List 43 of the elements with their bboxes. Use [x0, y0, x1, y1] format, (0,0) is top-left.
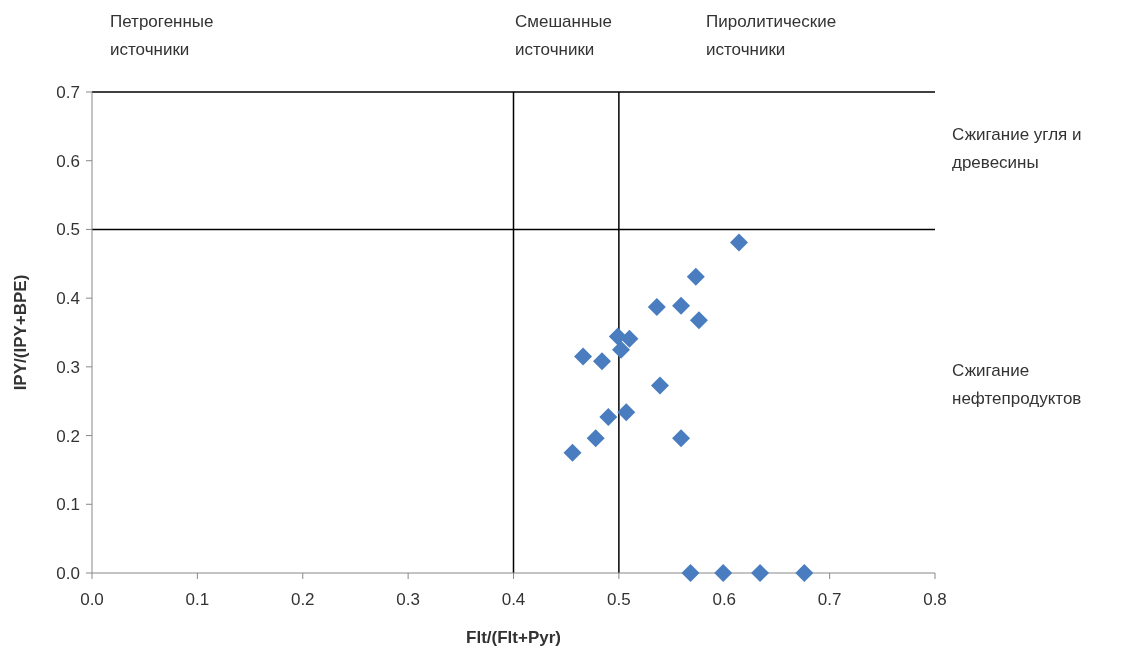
point [647, 298, 666, 317]
x-tick-label: 0.0 [80, 590, 104, 609]
y-tick-label: 0.2 [56, 426, 80, 446]
point [689, 311, 708, 330]
text: Смешанные источники [515, 12, 612, 59]
y-tick-label: 0.1 [56, 495, 80, 515]
y-tick-label: 0.5 [56, 220, 80, 240]
x-axis-title: Flt/(Flt+Pyr) [466, 628, 561, 647]
point [617, 403, 636, 422]
x-tick-label: 0.6 [712, 590, 737, 609]
text: Сжигание нефтепродуктов [952, 361, 1082, 408]
point [586, 429, 605, 448]
x-tick-label: 0.5 [607, 590, 631, 609]
y-axis-title: IPY/(IPY+BPE) [11, 274, 30, 391]
point [795, 564, 814, 582]
point [730, 233, 748, 252]
point [611, 340, 630, 359]
text: Пиролитические источники [706, 12, 837, 59]
point [681, 564, 700, 582]
y-tick-label: 0.4 [56, 289, 80, 309]
x-tick-label: 0.7 [817, 590, 842, 609]
y-tick-label: 0.0 [56, 564, 80, 583]
point [751, 564, 770, 582]
point [620, 329, 639, 348]
point [574, 347, 593, 366]
point [593, 352, 612, 371]
point [672, 296, 691, 315]
y-tick-label: 0.3 [56, 357, 80, 377]
point [686, 267, 705, 286]
text: Петрогенные источники [110, 12, 214, 59]
x-tick-label: 0.1 [185, 590, 210, 609]
point [563, 443, 582, 462]
point [650, 376, 669, 395]
y-tick-label: 0.7 [56, 83, 80, 102]
y-tick-label: 0.6 [56, 151, 80, 171]
x-tick-label: 0.3 [396, 590, 420, 609]
point [672, 429, 691, 448]
x-tick-label: 0.8 [923, 590, 947, 609]
text: Сжигание угля и древесины [952, 125, 1082, 172]
point [714, 564, 733, 582]
point [599, 408, 618, 427]
x-tick-label: 0.4 [501, 590, 526, 609]
x-tick-label: 0.2 [290, 590, 315, 609]
